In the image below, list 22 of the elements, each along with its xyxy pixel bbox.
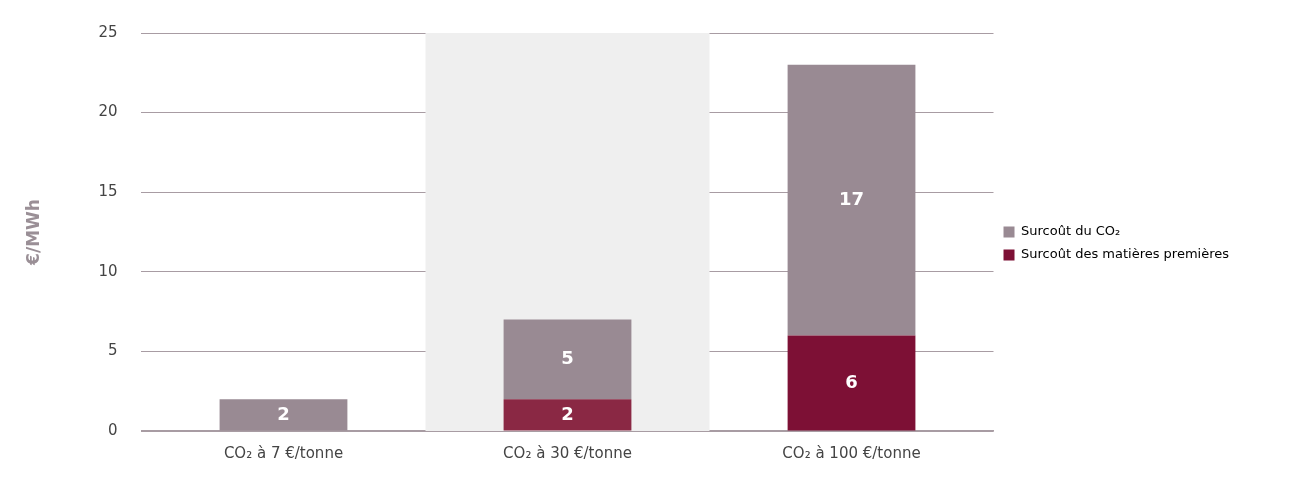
bar — [503, 399, 632, 431]
bar — [787, 64, 916, 336]
data-label: 2 — [277, 402, 290, 424]
y-tick-label: 0 — [107, 420, 118, 439]
x-tick-label: CO₂ à 100 €/tonne — [782, 443, 921, 462]
data-label: 17 — [838, 187, 865, 209]
legend-label: Surcoût du CO₂ — [1021, 223, 1121, 239]
data-label: 2 — [561, 402, 574, 424]
bar — [503, 319, 632, 400]
y-tick-label: 5 — [107, 341, 118, 360]
data-label: 6 — [845, 370, 858, 392]
y-tick-label: 10 — [98, 261, 118, 280]
legend-label: Surcoût des matières premières — [1021, 246, 1230, 262]
data-label: 5 — [561, 347, 574, 369]
bar — [787, 335, 916, 431]
x-tick-label: CO₂ à 7 €/tonne — [223, 443, 344, 462]
bar — [219, 399, 348, 431]
y-tick-label: 15 — [98, 182, 118, 201]
x-tick-label: CO₂ à 30 €/tonne — [503, 443, 632, 462]
y-tick-label: 20 — [98, 102, 118, 121]
y-axis-title: €/MWh — [22, 199, 43, 266]
y-tick-label: 25 — [98, 22, 118, 41]
